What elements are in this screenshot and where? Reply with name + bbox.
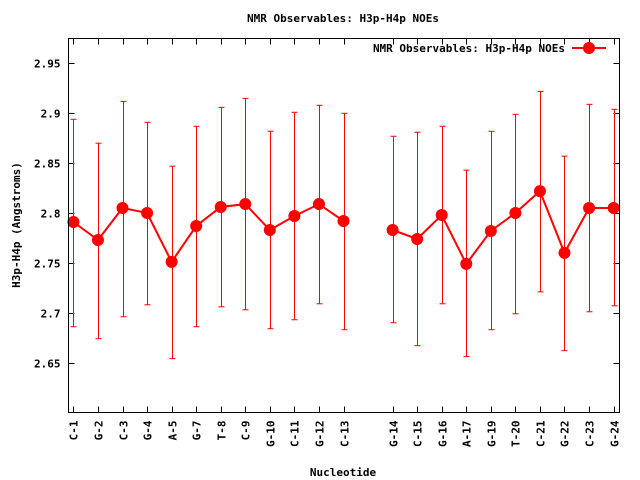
series-line bbox=[392, 189, 614, 266]
data-point bbox=[141, 207, 154, 220]
y-tick-label: 2.65 bbox=[34, 358, 61, 371]
y-tick-label: 2.8 bbox=[41, 208, 61, 221]
data-point bbox=[509, 207, 522, 220]
data-point bbox=[583, 202, 596, 215]
x-tick-label: G-24 bbox=[609, 420, 622, 447]
chart-title: NMR Observables: H3p-H4p NOEs bbox=[247, 12, 439, 25]
data-point bbox=[607, 202, 620, 215]
x-tick-label: C-13 bbox=[339, 421, 352, 448]
data-point bbox=[165, 255, 178, 268]
data-point bbox=[190, 219, 203, 232]
x-tick-label: G-2 bbox=[93, 421, 106, 441]
x-tick-label: C-11 bbox=[289, 420, 302, 447]
data-point bbox=[435, 209, 448, 222]
data-point bbox=[484, 224, 497, 237]
data-point bbox=[386, 223, 399, 236]
legend-label: NMR Observables: H3p-H4p NOEs bbox=[373, 42, 565, 55]
x-axis-label: Nucleotide bbox=[310, 466, 377, 479]
data-point bbox=[214, 201, 227, 214]
y-tick-label: 2.75 bbox=[34, 258, 61, 271]
x-tick-label: T-20 bbox=[510, 421, 523, 448]
x-tick-label: A-17 bbox=[461, 421, 474, 448]
x-tick-label: C-23 bbox=[584, 421, 597, 448]
data-point bbox=[558, 246, 571, 259]
y-tick-label: 2.9 bbox=[41, 108, 61, 121]
x-tick-label: G-19 bbox=[486, 421, 499, 448]
data-point bbox=[337, 215, 350, 228]
x-tick-label: G-16 bbox=[437, 420, 450, 447]
data-point bbox=[263, 223, 276, 236]
x-tick-label: C-21 bbox=[535, 420, 548, 447]
plot-marks bbox=[67, 90, 620, 360]
data-point bbox=[460, 257, 473, 270]
legend: NMR Observables: H3p-H4p NOEs bbox=[373, 42, 606, 55]
axes: 2.65 2.7 2.75 2.8 2.85 2.9 2.95 C-1 G-2 C-3 G-4 A-5… bbox=[34, 38, 622, 448]
x-tick-label: G-4 bbox=[142, 420, 155, 440]
x-tick-label: G-7 bbox=[191, 421, 204, 441]
x-tick-label: G-14 bbox=[388, 420, 401, 447]
data-point bbox=[312, 198, 325, 211]
x-tick-label: C-3 bbox=[118, 421, 131, 441]
y-tick-label: 2.7 bbox=[41, 308, 61, 321]
data-point bbox=[239, 198, 252, 211]
y-axis-label: H3p-H4p (Angstroms) bbox=[10, 162, 23, 288]
x-tick-label: G-22 bbox=[559, 421, 572, 448]
data-point bbox=[67, 216, 80, 229]
data-point bbox=[533, 185, 546, 198]
x-tick-label: G-12 bbox=[314, 421, 327, 448]
legend-marker bbox=[583, 42, 595, 54]
series-line bbox=[72, 202, 345, 264]
x-tick-label: C-1 bbox=[68, 420, 81, 440]
x-tick-label: C-9 bbox=[240, 421, 253, 441]
x-tick-label: C-15 bbox=[412, 421, 425, 448]
x-tick-label: G-10 bbox=[265, 421, 278, 448]
data-point bbox=[116, 202, 129, 215]
data-point bbox=[91, 233, 104, 246]
x-tick-label: A-5 bbox=[167, 421, 180, 441]
data-point bbox=[288, 210, 301, 223]
plot-border bbox=[68, 38, 620, 413]
x-tick-label: T-8 bbox=[216, 421, 229, 441]
data-point bbox=[411, 232, 424, 245]
y-tick-label: 2.85 bbox=[34, 158, 61, 171]
y-tick-label: 2.95 bbox=[34, 58, 61, 71]
